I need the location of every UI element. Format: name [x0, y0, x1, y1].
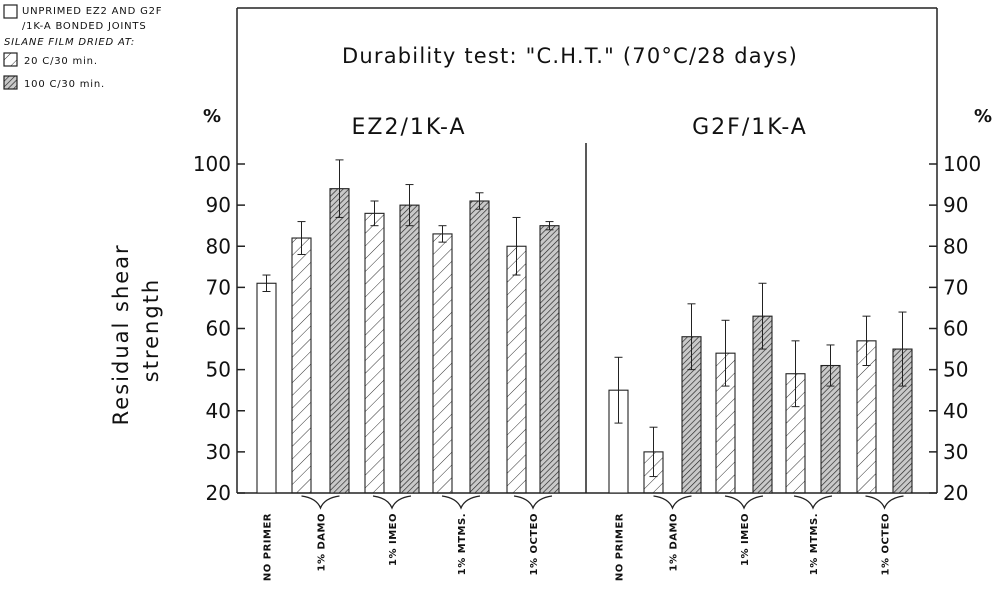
- y-tick-label-right-80: 80: [943, 234, 968, 258]
- y-tick-label-right-30: 30: [943, 440, 968, 464]
- y-tick-label-left-50: 50: [206, 358, 231, 382]
- legend-swatch-100c: [3, 75, 18, 90]
- plot-frame: [236, 7, 938, 494]
- y-tick-label-left-60: 60: [206, 317, 231, 341]
- y-tick-label-right-50: 50: [943, 358, 968, 382]
- y-tick-label-right-90: 90: [943, 193, 968, 217]
- category-label-p0-3: 1% MTMS.: [457, 513, 468, 575]
- y-tick-label-right-100: 100: [943, 152, 981, 176]
- y-tick-label-left-100: 100: [193, 152, 231, 176]
- unit-label-right: %: [974, 106, 992, 127]
- panel-title-right: G2F/1K-A: [692, 115, 808, 140]
- legend-label-100c: 100 C/30 min.: [24, 79, 105, 90]
- chart-title: Durability test: "C.H.T." (70°C/28 days): [342, 44, 798, 68]
- y-tick-label-left-30: 30: [206, 440, 231, 464]
- y-tick-label-right-70: 70: [943, 275, 968, 299]
- category-bracket-p0-4: [513, 495, 553, 510]
- bar-p0-6: [469, 200, 490, 494]
- legend: UNPRIMED EZ2 AND G2F /1K-A BONDED JOINTS…: [3, 4, 162, 90]
- category-label-p0-4: 1% OCTEO: [529, 513, 540, 575]
- y-ticks: 20 20 30 30 40 40 50 50 60 60 70 70 80 80 90 90 100 100: [193, 152, 981, 505]
- y-tick-label-right-20: 20: [943, 481, 968, 505]
- category-bracket-p1-2: [724, 495, 764, 510]
- legend-swatch-20c: [3, 52, 18, 67]
- y-axis-label: Residual shear strength: [109, 235, 163, 426]
- y-axis-label-line-1: Residual shear: [109, 243, 133, 425]
- bar-p0-8: [539, 225, 560, 494]
- legend-unprimed-line-2: /1K-A BONDED JOINTS: [22, 21, 147, 32]
- bar-p0-1: [291, 237, 312, 494]
- y-tick-label-left-90: 90: [206, 193, 231, 217]
- bar-p0-3: [364, 212, 385, 494]
- category-bracket-p0-3: [441, 495, 481, 510]
- bar-p0-4: [399, 204, 420, 494]
- category-label-p0-2: 1% IMEO: [388, 513, 399, 566]
- panel-title-left: EZ2/1K-A: [352, 115, 467, 140]
- category-label-p1-3: 1% MTMS.: [809, 513, 820, 575]
- legend-silane-heading: SILANE FILM DRIED AT:: [4, 37, 135, 48]
- bar-p0-7: [506, 245, 527, 494]
- bar-p0-2: [329, 188, 350, 494]
- category-bracket-p1-4: [865, 495, 904, 510]
- category-bracket-p1-1: [653, 495, 692, 510]
- category-bracket-p1-3: [793, 495, 833, 510]
- y-tick-label-right-60: 60: [943, 317, 968, 341]
- y-tick-label-left-40: 40: [206, 399, 231, 423]
- unit-label-left: %: [203, 106, 221, 127]
- category-label-p1-0: NO PRIMER: [615, 513, 626, 581]
- category-label-p0-0: NO PRIMER: [263, 513, 274, 581]
- y-tick-label-right-40: 40: [943, 399, 968, 423]
- category-bracket-p0-1: [301, 495, 340, 510]
- bars: [256, 159, 913, 494]
- category-label-p1-4: 1% OCTEO: [881, 513, 892, 575]
- y-axis-label-line-2: strength: [139, 278, 163, 382]
- category-bracket-p0-2: [372, 495, 412, 510]
- category-label-p0-1: 1% DAMO: [317, 513, 328, 571]
- bar-p0-5: [432, 233, 453, 494]
- y-tick-label-left-20: 20: [206, 481, 231, 505]
- legend-unprimed-line-1: UNPRIMED EZ2 AND G2F: [22, 6, 162, 17]
- category-labels: NO PRIMER 1% DAMO 1% IMEO 1% MTMS. 1% OCTEO N…: [263, 495, 904, 581]
- y-tick-label-left-80: 80: [206, 234, 231, 258]
- category-label-p1-2: 1% IMEO: [740, 513, 751, 566]
- y-tick-label-left-70: 70: [206, 275, 231, 299]
- legend-label-20c: 20 C/30 min.: [24, 56, 98, 67]
- category-label-p1-1: 1% DAMO: [669, 513, 680, 571]
- bar-p0-0: [256, 282, 277, 494]
- legend-swatch-unprimed: [3, 4, 18, 19]
